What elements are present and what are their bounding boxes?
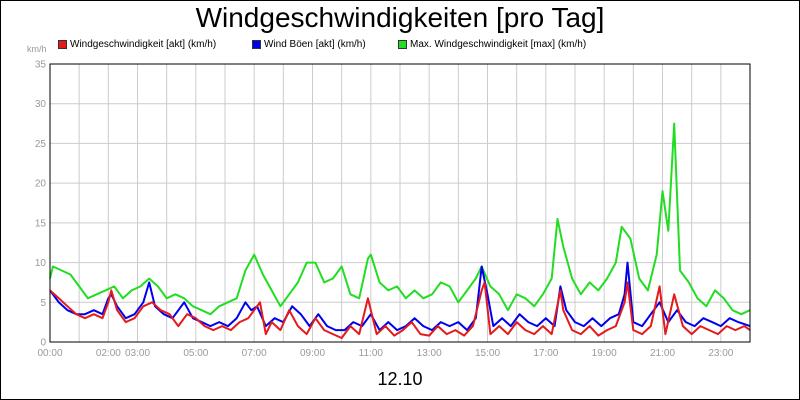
x-tick-label: 02:00 — [96, 348, 121, 359]
y-tick-label: 35 — [35, 60, 47, 71]
x-tick-label: 23:00 — [708, 348, 733, 359]
plot-border — [49, 63, 751, 343]
y-axis-unit-label: km/h — [27, 44, 47, 54]
chart-legend: Windgeschwindigkeit [akt] (km/h) Wind Bö… — [0, 39, 800, 53]
x-tick-label: 00:00 — [37, 348, 62, 359]
x-tick-label: 15:00 — [475, 348, 500, 359]
x-tick-label: 13:00 — [417, 348, 442, 359]
legend-item-akt: Windgeschwindigkeit [akt] (km/h) — [58, 39, 216, 50]
x-tick-label: 09:00 — [300, 348, 325, 359]
legend-item-max: Max. Windgeschwindigkeit [max] (km/h) — [398, 39, 586, 50]
series-line-wind-akt — [49, 281, 751, 339]
x-axis-title: 12.10 — [377, 369, 423, 389]
x-tick-label: 19:00 — [592, 348, 617, 359]
x-tick-label: 07:00 — [242, 348, 267, 359]
y-axis-ticks: 0 5 10 15 20 25 30 35 — [35, 60, 47, 349]
legend-item-boeen: Wind Böen [akt] (km/h) — [252, 39, 366, 50]
x-axis-ticks: 00:00 02:00 03:00 05:00 07:00 09:00 11:00 13:00… — [37, 348, 733, 359]
x-tick-label: 03:00 — [125, 348, 150, 359]
legend-swatch-boeen — [252, 40, 261, 49]
x-tick-label: 17:00 — [533, 348, 558, 359]
x-tick-label: 05:00 — [183, 348, 208, 359]
y-tick-label: 10 — [35, 258, 47, 269]
legend-swatch-max — [398, 40, 407, 49]
series-lines — [49, 122, 751, 339]
chart-title: Windgeschwindigkeiten [pro Tag] — [195, 2, 605, 33]
y-tick-label: 15 — [35, 218, 47, 229]
y-tick-label: 20 — [35, 179, 47, 190]
series-line-wind-max — [49, 122, 751, 316]
legend-label-boeen: Wind Böen [akt] (km/h) — [264, 39, 366, 50]
x-tick-label: 21:00 — [650, 348, 675, 359]
y-tick-label: 5 — [40, 298, 46, 309]
legend-label-akt: Windgeschwindigkeit [akt] (km/h) — [70, 39, 217, 50]
series-line-boeen — [49, 261, 751, 332]
y-tick-label: 25 — [35, 139, 47, 150]
legend-swatch-akt — [58, 40, 67, 49]
x-tick-label: 11:00 — [359, 348, 384, 359]
y-tick-label: 0 — [40, 338, 46, 349]
y-tick-label: 30 — [35, 99, 47, 110]
legend-label-max: Max. Windgeschwindigkeit [max] (km/h) — [410, 39, 587, 50]
